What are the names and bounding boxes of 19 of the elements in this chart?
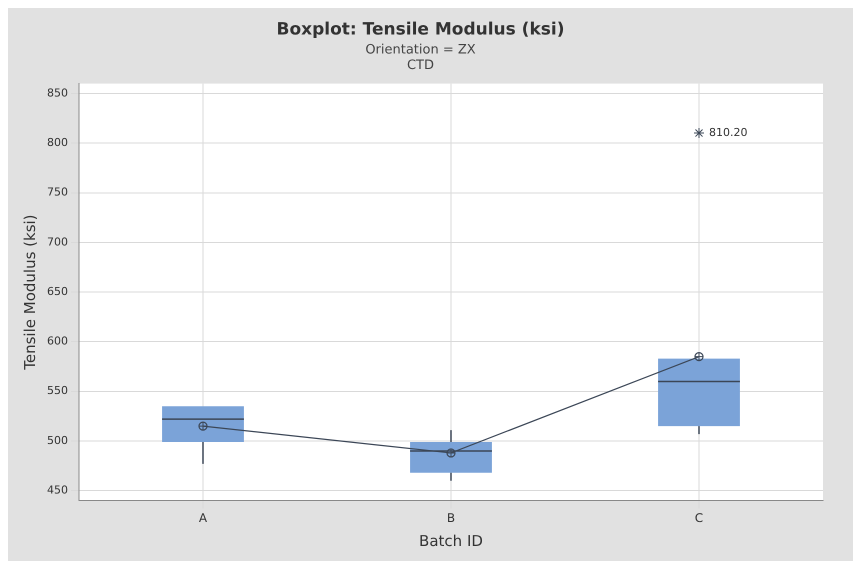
annotation: 810.20: [709, 126, 748, 139]
y-tick-label: 650: [46, 284, 68, 298]
point: [446, 448, 456, 458]
y-tick-label: 700: [46, 235, 68, 248]
y-tick-label: 750: [46, 186, 68, 199]
x-tick-label: C: [694, 510, 704, 525]
x-tick-label: B: [446, 510, 456, 525]
y-axis-title: Tensile Modulus (ksi): [20, 214, 39, 371]
y-tick-label: 450: [46, 484, 68, 497]
y-tick-label: 800: [46, 136, 68, 150]
x-tick-label: A: [198, 510, 208, 525]
point: [198, 422, 208, 431]
x-axis-title: Batch ID: [419, 532, 483, 550]
y-tick-label: 500: [46, 434, 68, 447]
chart-subtitle: Orientation = ZX CTD: [365, 42, 476, 74]
chart-title: Boxplot: Tensile Modulus (ksi): [276, 20, 564, 40]
y-tick-label: 550: [46, 384, 68, 398]
y-tick-label: 850: [46, 86, 68, 100]
y-tick-label: 600: [46, 334, 68, 348]
